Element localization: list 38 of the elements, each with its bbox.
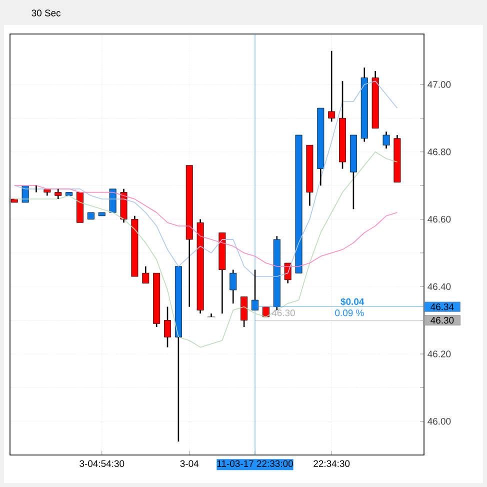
candlestick <box>174 266 182 442</box>
candlestick <box>350 134 357 210</box>
candlestick <box>273 235 280 311</box>
y-tick-label: 46.00 <box>428 418 451 425</box>
x-tick-label: 22:34:30 <box>314 460 350 467</box>
candlestick <box>230 269 237 304</box>
candlestick <box>360 67 368 142</box>
y-tick-label: 47.00 <box>428 81 451 88</box>
candlestick <box>394 134 401 182</box>
annotation: 0.09 % <box>335 310 364 316</box>
candlestick <box>339 80 346 170</box>
ref-line-label: 46.30 <box>430 316 454 324</box>
candlestick <box>252 269 258 310</box>
y-tick-label: 46.20 <box>428 350 451 358</box>
candlestick <box>328 50 336 122</box>
y-tick-label: 46.60 <box>428 216 451 223</box>
x-tick-label: 11-03-17 22:33:00 <box>217 460 293 467</box>
ref-line-label: 46.34 <box>430 303 454 310</box>
candlestick <box>382 131 390 150</box>
candlestick <box>218 232 226 314</box>
candlestick <box>142 266 150 284</box>
annotation: $0.04 <box>340 298 364 306</box>
candlestick <box>317 108 324 186</box>
y-tick-label: 46.80 <box>428 148 451 156</box>
candlestick <box>131 215 138 277</box>
chart-title: 30 Sec <box>32 10 61 16</box>
x-tick-label: 3-04 <box>180 460 199 467</box>
candlestick <box>186 165 193 308</box>
candlestick <box>207 312 216 318</box>
candlestick <box>196 218 204 314</box>
annotation: 46.30 <box>272 310 295 316</box>
x-tick-label: 3-04:54:30 <box>80 460 124 467</box>
candlestick <box>164 306 171 348</box>
candlestick <box>306 144 314 206</box>
candlestick <box>120 188 128 224</box>
candlestick <box>372 70 379 128</box>
candlestick <box>54 188 62 200</box>
y-tick-label: 46.40 <box>428 283 451 290</box>
